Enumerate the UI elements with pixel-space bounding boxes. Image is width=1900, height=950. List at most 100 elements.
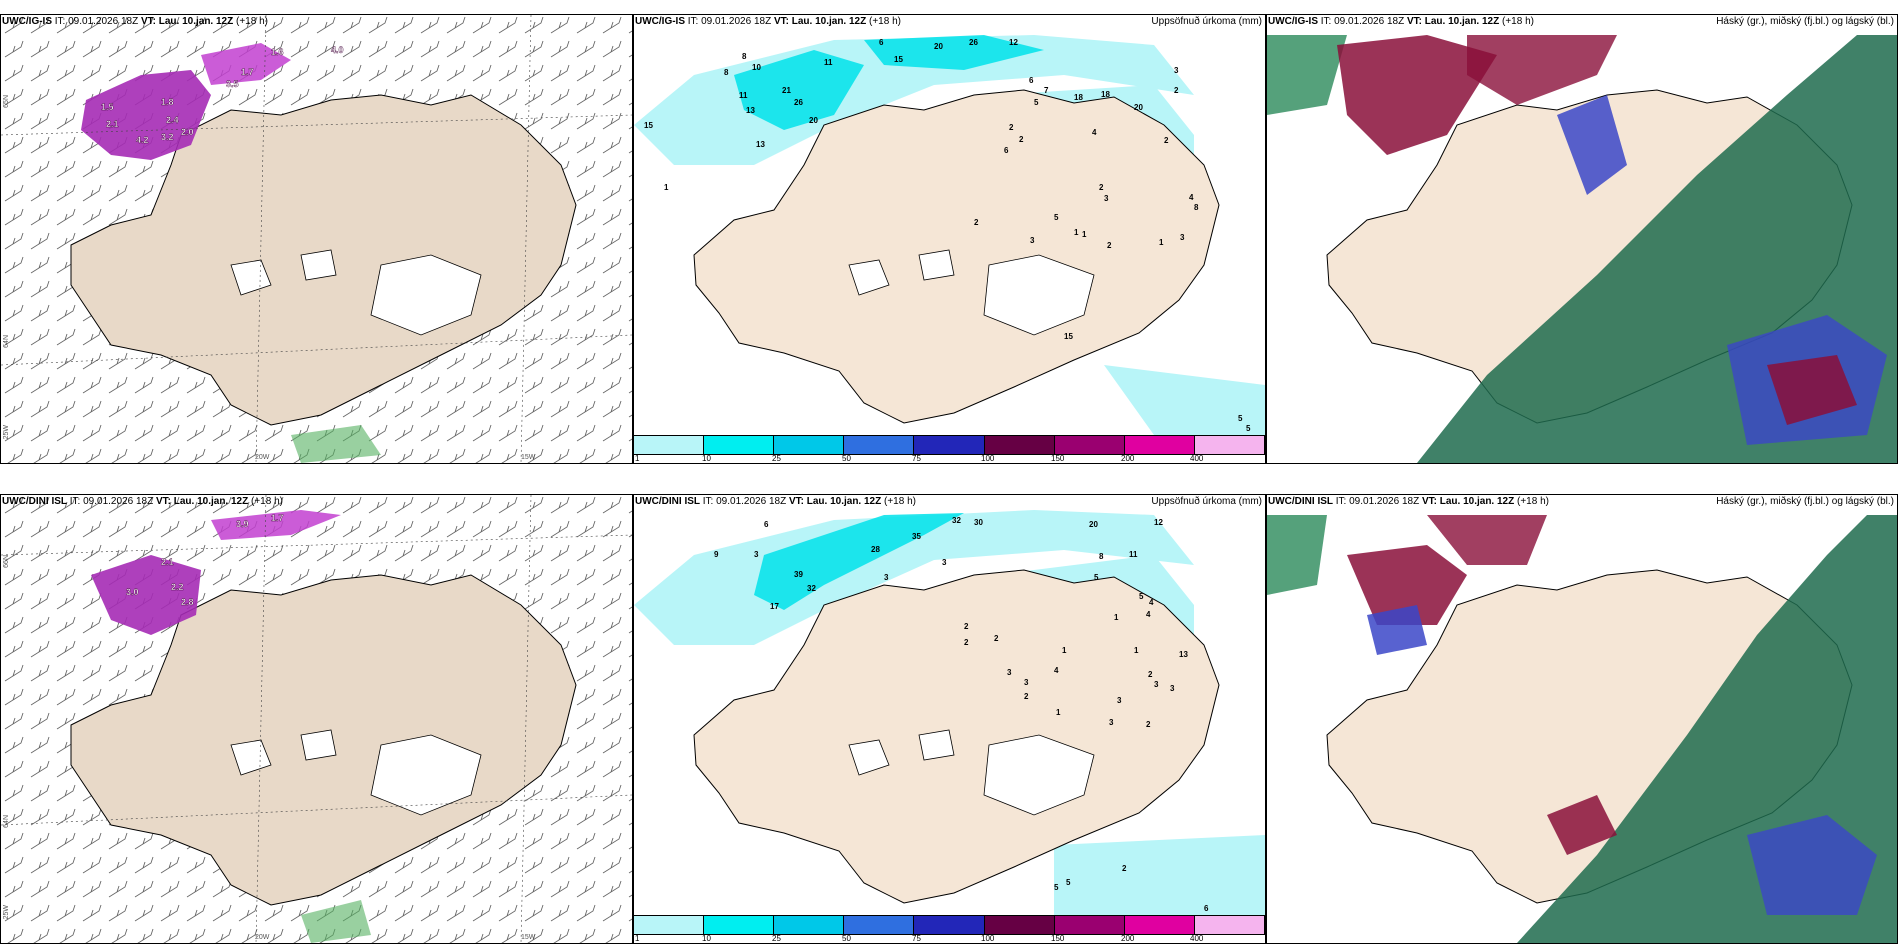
precip-value: 4 — [1054, 666, 1059, 675]
rain-contour-south — [291, 425, 381, 463]
contour-labels: 3.9 3.0 2.1 1.7 2.2 2.8 — [126, 513, 284, 607]
precip-value: 4 — [1146, 610, 1151, 619]
contour-labels: 1.6 4.0 1.5 3.5 1.8 2.4 2.1 3.2 4.2 2.0 … — [101, 45, 344, 145]
legend-tick: 150 — [1051, 454, 1065, 463]
precip-area-10-25 — [864, 35, 1044, 70]
low-cloud-south — [1767, 355, 1857, 425]
precip-value: 13 — [756, 140, 765, 149]
precip-value: 12 — [1154, 518, 1163, 527]
vatnajokull-glacier — [370, 734, 482, 816]
hofsjokull-glacier — [300, 729, 337, 761]
precip-value: 3 — [1104, 194, 1109, 203]
langjokull-glacier — [848, 739, 890, 776]
legend-tick: 50 — [842, 934, 851, 943]
snow-contour-north — [211, 510, 341, 540]
precip-value: 3 — [1030, 236, 1035, 245]
legend-tick: 50 — [842, 454, 851, 463]
contour-label: 2.4 — [166, 115, 179, 125]
precip-value: 3 — [1174, 66, 1179, 75]
contour-label: 1.5 — [101, 102, 114, 112]
precip-values: 32 30 20 12 6 35 28 9 3 3 39 32 17 3 11 … — [714, 516, 1209, 913]
langjokull-glacier — [848, 259, 890, 296]
legend-tick: 10 — [702, 934, 711, 943]
precip-map-panel-dini: UWC/DINI ISL IT: 09.01.2026 18Z VT: Lau.… — [633, 494, 1266, 944]
precip-value: 2 — [1099, 183, 1104, 192]
contour-label: 3.9 — [236, 519, 249, 529]
legend-tick: 75 — [912, 934, 921, 943]
vatnajokull-glacier — [983, 734, 1095, 816]
precip-value: 2 — [1009, 123, 1014, 132]
legend-box — [914, 916, 985, 934]
hofsjokull-glacier — [918, 249, 955, 281]
precip-value: 4 — [1149, 598, 1154, 607]
precip-value: 2 — [1122, 864, 1127, 873]
panel-header: UWC/IG-IS IT: 09.01.2026 18Z VT: Lau. 10… — [2, 16, 268, 27]
panel-header: UWC/IG-IS IT: 09.01.2026 18Z VT: Lau. 10… — [635, 16, 901, 27]
precip-legend: 1 10 25 50 75 100 150 200 400 — [634, 915, 1265, 943]
precip-value: 3 — [1180, 233, 1185, 242]
contour-label: 3.5 — [226, 79, 239, 89]
precip-value: 32 — [807, 584, 816, 593]
precip-map: 6 20 26 12 15 11 8 8 10 11 21 13 26 20 1… — [634, 35, 1265, 445]
contour-label: 1.7 — [241, 67, 254, 77]
wind-map-panel-dini: UWC/DINI ISL IT: 09.01.2026 18Z VT: Lau.… — [0, 494, 633, 944]
precip-value: 21 — [782, 86, 791, 95]
precip-value: 5 — [1034, 98, 1039, 107]
precip-area-south — [1104, 365, 1265, 445]
precip-value: 2 — [974, 218, 979, 227]
wind-map: 3.9 3.0 2.1 1.7 2.2 2.8 — [1, 495, 632, 943]
precip-value: 5 — [1094, 573, 1099, 582]
precip-value: 3 — [1007, 668, 1012, 677]
snow-contour-northwest — [91, 555, 201, 635]
precip-value: 20 — [1134, 103, 1143, 112]
contour-label: 1.8 — [161, 97, 174, 107]
low-cloud-north — [1427, 515, 1547, 565]
legend-tick: 200 — [1121, 454, 1135, 463]
low-cloud-south — [1547, 795, 1617, 855]
legend-box — [704, 436, 775, 454]
precip-value: 6 — [1004, 146, 1009, 155]
legend-box — [1054, 436, 1125, 454]
precip-value: 1 — [664, 183, 669, 192]
vatnajokull-glacier — [983, 254, 1095, 336]
precip-value: 15 — [644, 121, 653, 130]
panel-title-right: Háský (gr.), miðský (fj.bl.) og lágský (… — [1716, 496, 1894, 507]
precip-value: 3 — [1024, 678, 1029, 687]
precip-value: 5 — [1246, 424, 1251, 433]
langjokull-glacier — [230, 259, 272, 296]
precip-value: 2 — [1107, 241, 1112, 250]
precip-value: 4 — [1189, 193, 1194, 202]
precip-map: 32 30 20 12 6 35 28 9 3 3 39 32 17 3 11 … — [634, 510, 1265, 935]
precip-value: 26 — [794, 98, 803, 107]
precip-value: 6 — [879, 38, 884, 47]
cloud-map — [1267, 35, 1897, 463]
precip-value: 13 — [1179, 650, 1188, 659]
legend-box — [844, 436, 915, 454]
panel-title-right: Uppsöfnuð úrkoma (mm) — [1151, 496, 1262, 507]
low-cloud-northwest — [1337, 35, 1497, 155]
low-cloud-northwest — [1347, 545, 1467, 625]
precip-value: 2 — [994, 634, 999, 643]
contour-label: 2.2 — [171, 582, 184, 592]
legend-tick: 10 — [702, 454, 711, 463]
precip-value: 5 — [1054, 213, 1059, 222]
legend-box — [1054, 916, 1125, 934]
precip-value: 3 — [1117, 696, 1122, 705]
precip-value: 2 — [1019, 135, 1024, 144]
lon-label: 25W — [3, 425, 10, 440]
precip-value: 11 — [824, 58, 833, 67]
precip-value: 26 — [969, 38, 978, 47]
legend-box — [1124, 436, 1195, 454]
contour-label: 4.2 — [136, 135, 149, 145]
precip-value: 12 — [1009, 38, 1018, 47]
precip-value: 1 — [1159, 238, 1164, 247]
precip-value: 7 — [1044, 86, 1049, 95]
precip-area-10-25 — [734, 50, 864, 130]
precip-value: 6 — [764, 520, 769, 529]
mid-cloud-patch — [1557, 95, 1627, 195]
precip-value: 3 — [1154, 680, 1159, 689]
precip-values: 6 20 26 12 15 11 8 8 10 11 21 13 26 20 1… — [644, 38, 1251, 433]
precip-value: 1 — [1056, 708, 1061, 717]
precip-value: 35 — [912, 532, 921, 541]
panel-title-right: Háský (gr.), miðský (fj.bl.) og lágský (… — [1716, 16, 1894, 27]
